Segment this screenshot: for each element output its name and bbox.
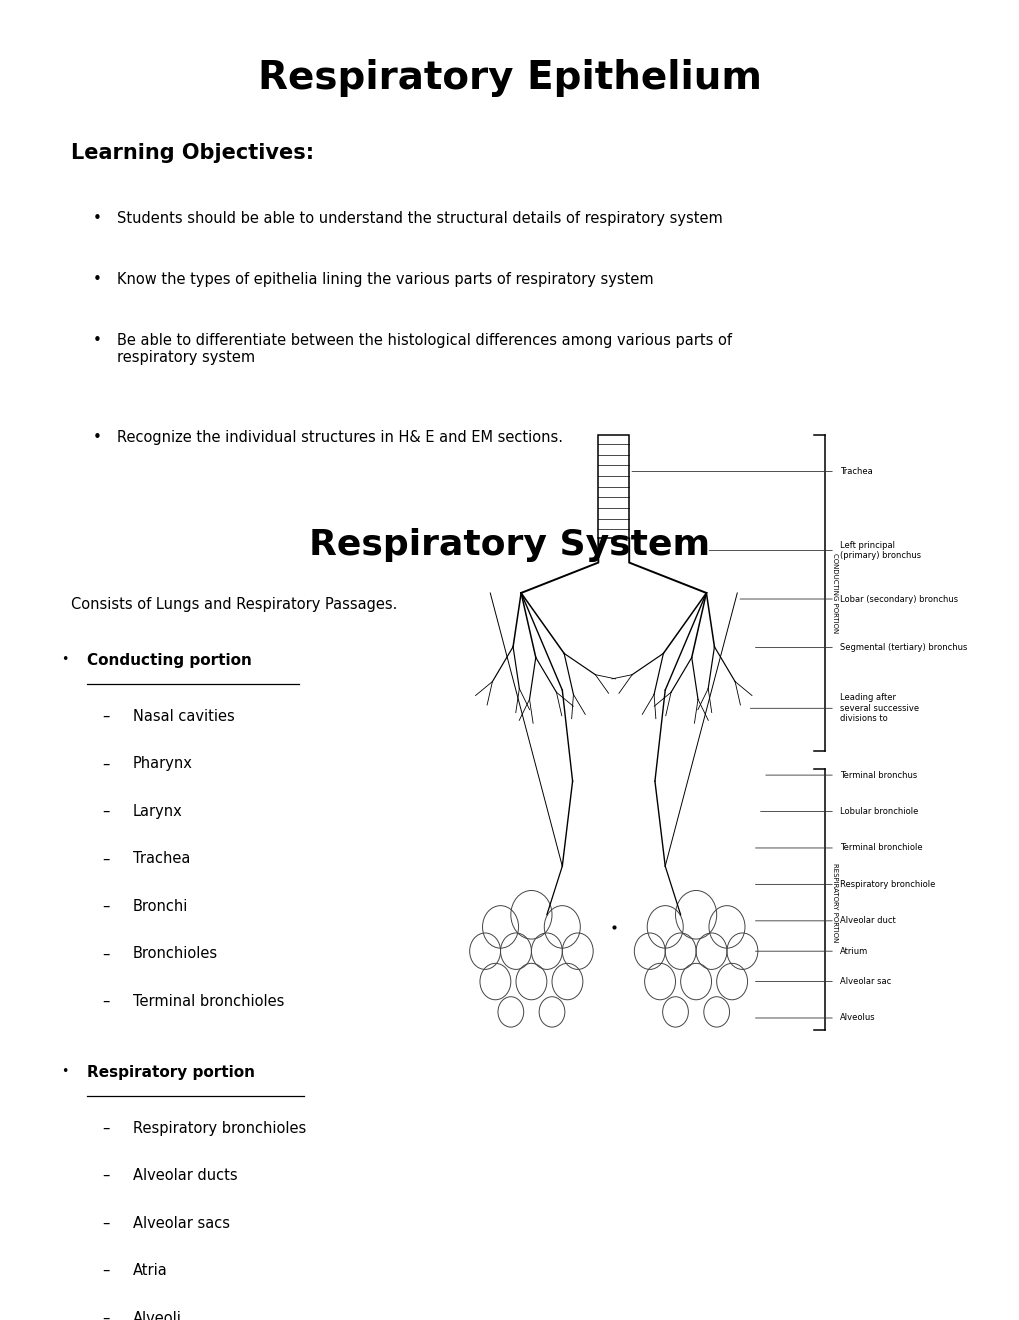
Text: Bronchioles: Bronchioles [132, 946, 217, 961]
Text: Respiratory Epithelium: Respiratory Epithelium [258, 59, 761, 98]
Text: Terminal bronchioles: Terminal bronchioles [132, 994, 283, 1008]
Text: CONDUCTING PORTION: CONDUCTING PORTION [832, 553, 838, 634]
Text: –: – [102, 1311, 109, 1320]
Text: Terminal bronchiole: Terminal bronchiole [840, 843, 922, 853]
Text: Nasal cavities: Nasal cavities [132, 709, 234, 723]
Text: –: – [102, 1216, 109, 1230]
Text: Respiratory bronchiole: Respiratory bronchiole [840, 880, 934, 888]
Text: Know the types of epithelia lining the various parts of respiratory system: Know the types of epithelia lining the v… [117, 272, 653, 286]
Text: RESPIRATORY PORTION: RESPIRATORY PORTION [832, 863, 838, 942]
Text: Left principal
(primary) bronchus: Left principal (primary) bronchus [840, 541, 920, 560]
Text: Be able to differentiate between the histological differences among various part: Be able to differentiate between the his… [117, 333, 732, 366]
Text: Respiratory portion: Respiratory portion [87, 1065, 255, 1080]
Text: Conducting portion: Conducting portion [87, 653, 252, 668]
Text: Trachea: Trachea [132, 851, 190, 866]
Text: –: – [102, 1168, 109, 1183]
Text: •: • [93, 272, 101, 286]
Text: –: – [102, 1121, 109, 1135]
Text: Alveolar ducts: Alveolar ducts [132, 1168, 237, 1183]
Text: –: – [102, 851, 109, 866]
Text: Larynx: Larynx [132, 804, 182, 818]
Text: •: • [93, 333, 101, 347]
Text: Recognize the individual structures in H& E and EM sections.: Recognize the individual structures in H… [117, 430, 562, 445]
Text: Lobular bronchiole: Lobular bronchiole [840, 807, 918, 816]
Text: Pharynx: Pharynx [132, 756, 193, 771]
Text: Atria: Atria [132, 1263, 167, 1278]
Text: –: – [102, 994, 109, 1008]
Text: Respiratory System: Respiratory System [309, 528, 710, 562]
Text: •: • [61, 1065, 68, 1078]
Text: •: • [61, 653, 68, 667]
Text: Lobar (secondary) bronchus: Lobar (secondary) bronchus [840, 594, 958, 603]
Text: Atrium: Atrium [840, 946, 867, 956]
Text: •: • [93, 430, 101, 445]
Text: Bronchi: Bronchi [132, 899, 187, 913]
Text: Alveoli: Alveoli [132, 1311, 181, 1320]
Text: –: – [102, 899, 109, 913]
Text: –: – [102, 804, 109, 818]
Text: Learning Objectives:: Learning Objectives: [71, 143, 314, 162]
Text: Alveolar duct: Alveolar duct [840, 916, 895, 925]
Text: –: – [102, 1263, 109, 1278]
Text: Trachea: Trachea [840, 467, 872, 477]
Text: Respiratory bronchioles: Respiratory bronchioles [132, 1121, 306, 1135]
Text: Leading after
several successive
divisions to: Leading after several successive divisio… [840, 693, 918, 723]
Text: Alveolar sacs: Alveolar sacs [132, 1216, 229, 1230]
Text: –: – [102, 709, 109, 723]
Text: Segmental (tertiary) bronchus: Segmental (tertiary) bronchus [840, 643, 967, 652]
Text: Consists of Lungs and Respiratory Passages.: Consists of Lungs and Respiratory Passag… [71, 597, 397, 611]
Text: Students should be able to understand the structural details of respiratory syst: Students should be able to understand th… [117, 211, 722, 226]
Text: Terminal bronchus: Terminal bronchus [840, 771, 916, 780]
Bar [598, 436, 629, 539]
Text: •: • [93, 211, 101, 226]
Text: –: – [102, 756, 109, 771]
Text: –: – [102, 946, 109, 961]
Text: Alveolar sac: Alveolar sac [840, 977, 891, 986]
Text: Alveolus: Alveolus [840, 1014, 875, 1023]
